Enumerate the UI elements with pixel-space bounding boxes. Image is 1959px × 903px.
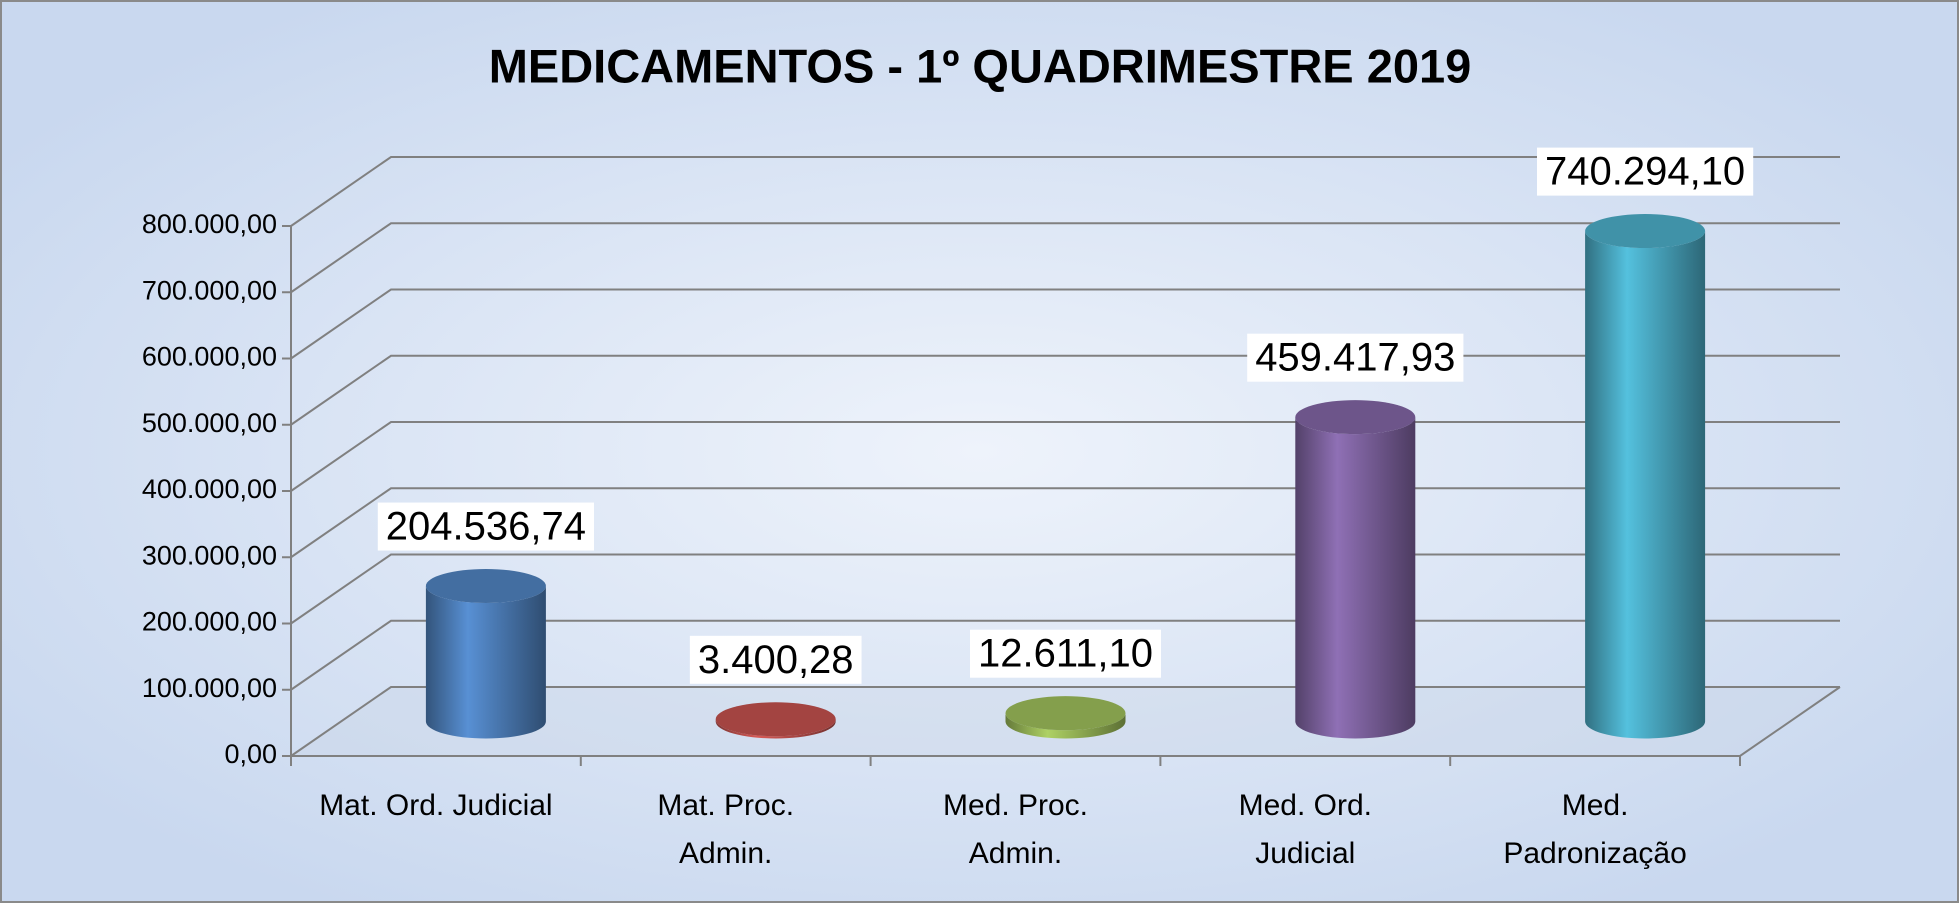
bar <box>1295 417 1416 739</box>
y-tick-label: 800.000,00 <box>142 209 277 239</box>
y-tick-label: 200.000,00 <box>142 607 277 637</box>
value-label-box <box>970 629 1161 678</box>
y-tick-label: 500.000,00 <box>142 408 277 438</box>
value-label-box <box>377 502 595 551</box>
bar-top <box>715 702 836 737</box>
value-label: 3.400,28 <box>698 638 854 682</box>
bar-top <box>1005 696 1126 731</box>
x-tick-label: Med. Proc. Admin. <box>942 789 1089 870</box>
y-tick-label: 600.000,00 <box>142 342 277 372</box>
grid-line <box>290 222 1840 294</box>
value-label-box <box>1536 147 1754 196</box>
bar-top <box>1585 214 1706 249</box>
bar-top <box>425 568 546 603</box>
y-tick-label: 100.000,00 <box>142 673 277 703</box>
x-tick-label: Mat. Proc. Admin. <box>657 789 795 870</box>
x-tick-label: Med. Ord. Judicial <box>1238 789 1372 870</box>
value-label-box <box>1247 333 1464 382</box>
grid-line <box>290 156 1840 227</box>
y-tick-label: 400.000,00 <box>142 474 277 504</box>
chart-title: MEDICAMENTOS - 1º QUADRIMESTRE 2019 <box>489 39 1472 92</box>
grid-line <box>290 288 1840 360</box>
value-label: 204.536,74 <box>386 505 586 549</box>
bar <box>425 585 546 739</box>
value-label: 740.294,10 <box>1545 150 1745 194</box>
bar <box>1585 231 1706 739</box>
value-label-box <box>689 635 862 684</box>
bar <box>1005 713 1126 739</box>
value-label: 12.611,10 <box>978 632 1153 676</box>
value-label: 459.417,93 <box>1255 336 1455 380</box>
bar-top <box>1295 400 1416 435</box>
x-tick-label: Mat. Ord. Judicial <box>319 789 553 822</box>
y-tick-label: 700.000,00 <box>142 275 277 305</box>
y-tick-label: 0,00 <box>224 739 277 769</box>
x-tick-label: Med. Padronização <box>1503 789 1687 870</box>
y-tick-label: 300.000,00 <box>142 540 277 570</box>
